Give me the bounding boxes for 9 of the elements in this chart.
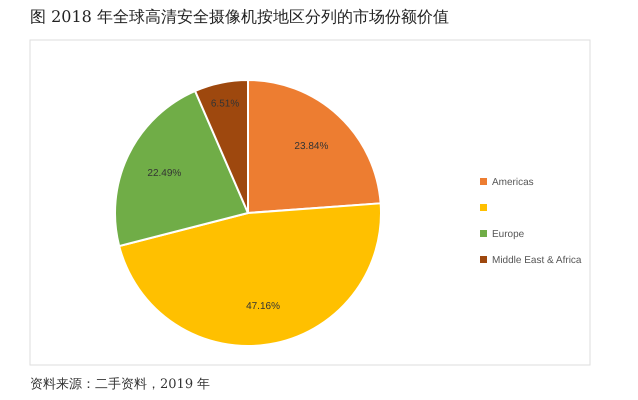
chart-title: 图 2018 年全球高清安全摄像机按地区分列的市场份额价值	[30, 7, 449, 26]
data-label: 23.84%	[294, 140, 328, 152]
legend-label: Middle East & Africa	[492, 255, 582, 266]
legend-label: Americas	[492, 177, 534, 188]
data-label: 6.51%	[210, 98, 240, 110]
data-label: 47.16%	[246, 300, 280, 312]
legend-label: Europe	[492, 229, 525, 240]
text: 资料来源：二手资料，2019 年	[30, 377, 210, 392]
data-label: 22.49%	[147, 168, 182, 180]
